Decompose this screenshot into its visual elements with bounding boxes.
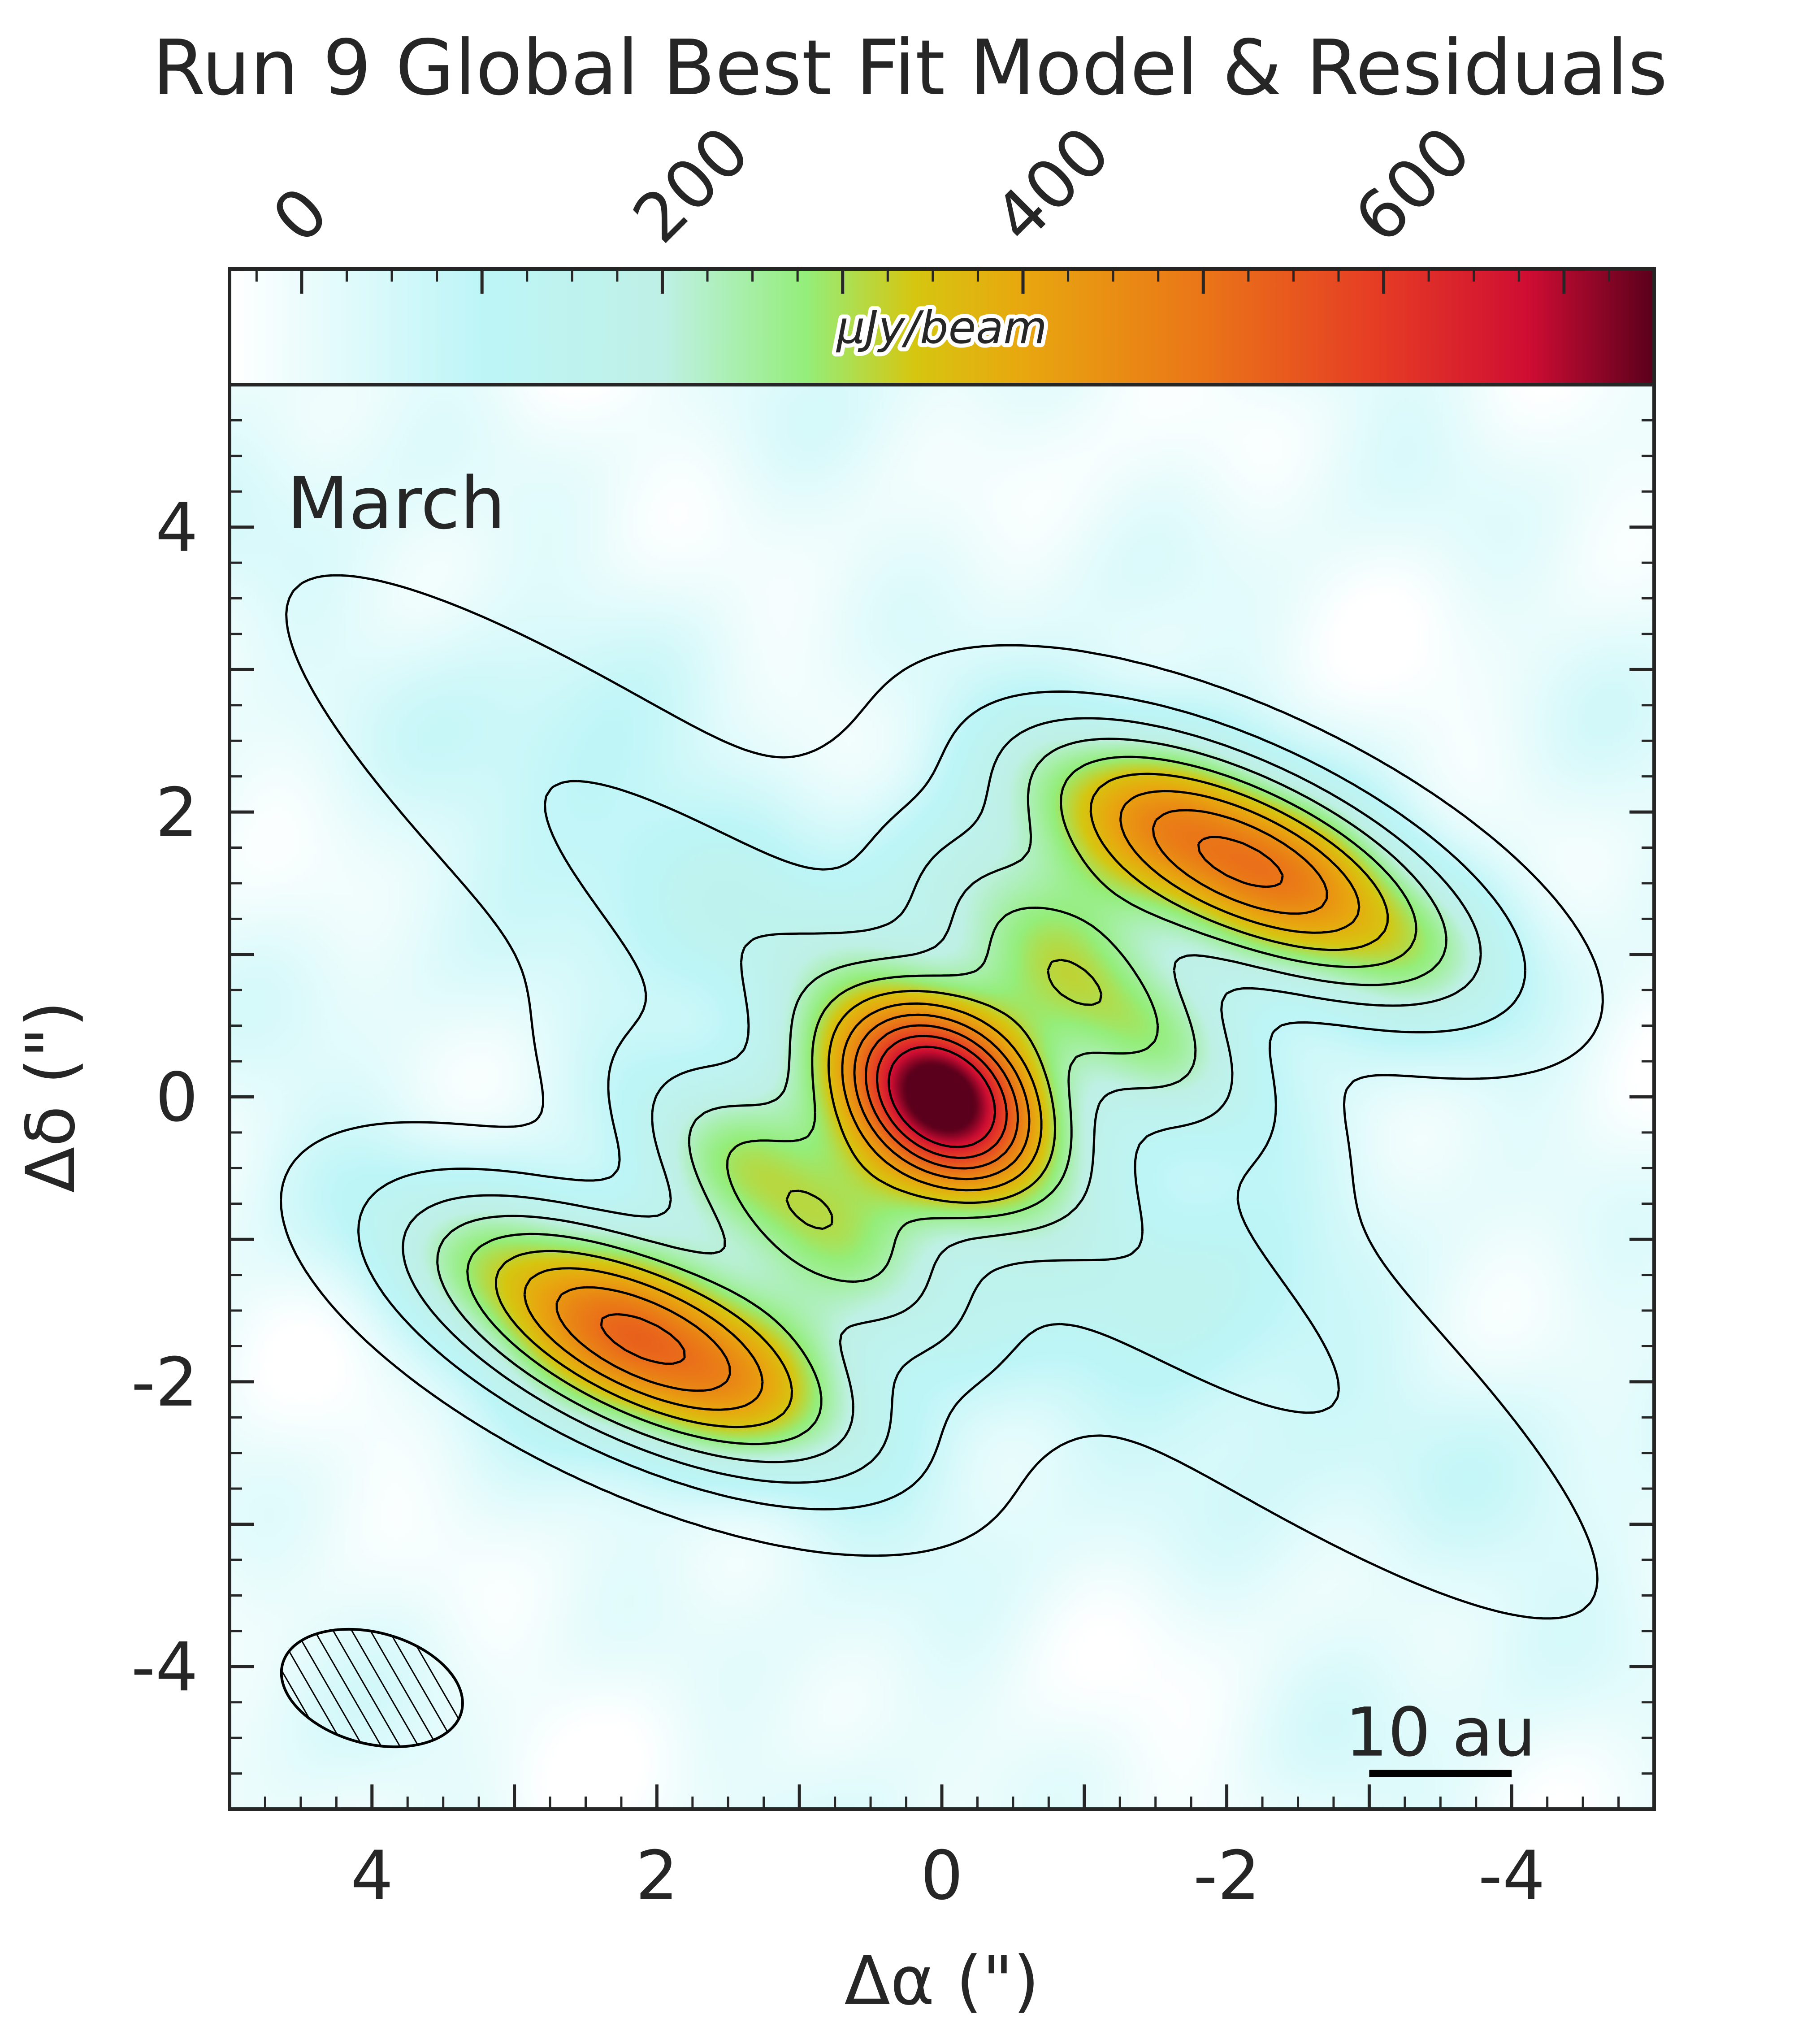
- x-tick-label: 0: [920, 1837, 963, 1915]
- contour-level: [357, 690, 1526, 1510]
- plot-frame: [228, 383, 1656, 1811]
- intensity-map: [230, 385, 1654, 1809]
- x-tick-label: 4: [351, 1837, 393, 1915]
- axis-ticks: [228, 383, 1656, 1811]
- colorbar-tick-label: 600: [1340, 112, 1486, 258]
- contour-level: [402, 717, 1482, 1484]
- y-tick-label: 2: [156, 774, 198, 852]
- contour-level: [887, 1046, 997, 1148]
- contour-level: [280, 574, 1604, 1620]
- scale-bar: 10 au: [1345, 1694, 1536, 1777]
- x-tick-labels: 4 2 0 -2 -4: [351, 1837, 1545, 1915]
- contour-level: [436, 738, 1447, 1463]
- chart-title: Run 9 Global Best Fit Model & Residuals: [152, 24, 1668, 113]
- contour-level: [523, 790, 1361, 1411]
- x-tick-label: -2: [1193, 1837, 1261, 1915]
- y-tick-labels: 4 2 0 -2 -4: [131, 489, 198, 1707]
- y-tick-label: 4: [156, 489, 198, 567]
- contour-level: [495, 773, 1389, 1428]
- colorbar-tick-label: 400: [979, 112, 1125, 258]
- y-axis-label: Δδ ("): [12, 1001, 90, 1193]
- contour-level: [466, 755, 1417, 1445]
- scale-bar-label: 10 au: [1345, 1694, 1536, 1772]
- colorbar-ticks: [255, 269, 1655, 294]
- colorbar: μJy/beam 0 200 400 600: [228, 112, 1656, 386]
- contour-level: [876, 1035, 1008, 1159]
- x-axis-label: Δα ("): [844, 1942, 1039, 2020]
- y-tick-label: 0: [156, 1059, 198, 1137]
- x-tick-label: 2: [636, 1837, 678, 1915]
- beam-ellipse: [280, 1628, 464, 1749]
- colorbar-tick-label: 0: [258, 173, 343, 258]
- beam-shape: [280, 1628, 464, 1749]
- x-tick-label: -4: [1478, 1837, 1545, 1915]
- colorbar-label: μJy/beam: [836, 301, 1047, 354]
- colorbar-tick-label: 200: [619, 112, 764, 258]
- panel-label: March: [287, 461, 506, 545]
- colorbar-gradient: [230, 269, 1654, 385]
- y-tick-label: -4: [131, 1628, 198, 1706]
- plot-area: 10 au March: [228, 383, 1656, 1811]
- contour-lines: [280, 574, 1604, 1620]
- y-tick-label: -2: [131, 1344, 198, 1422]
- contour-level: [600, 836, 1284, 1365]
- contour-level: [555, 809, 1328, 1392]
